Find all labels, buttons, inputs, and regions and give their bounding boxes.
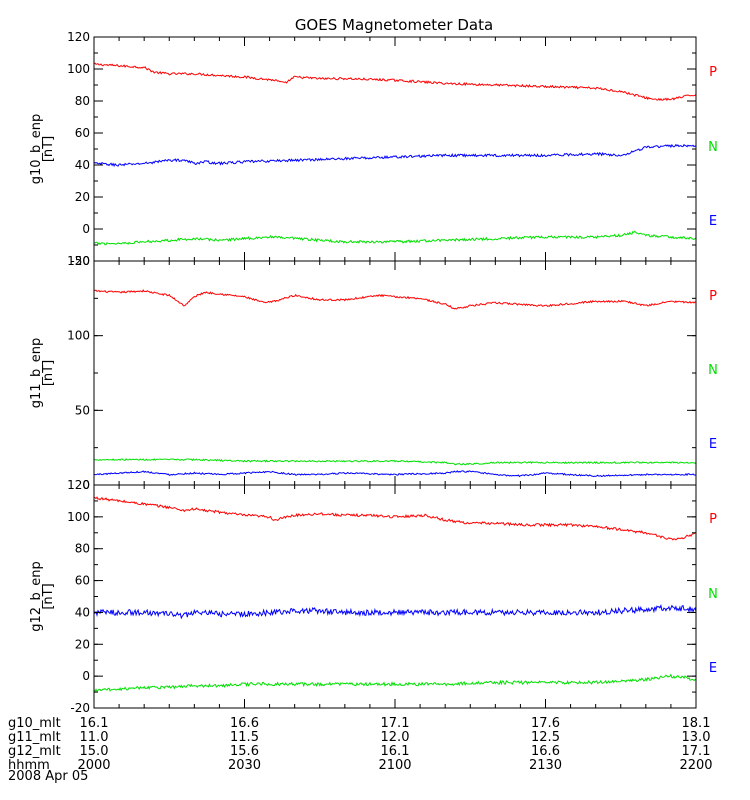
y-tick-label: 40 (75, 158, 90, 172)
legend-P: P (709, 65, 717, 80)
series-line-1 (94, 496, 696, 541)
x-tick-label: 12.0 (381, 730, 410, 745)
date-label: 2008 Apr 05 (8, 769, 88, 784)
x-tick-label: 15.6 (230, 744, 259, 759)
legend-P: P (709, 512, 717, 527)
x-row-label: g10_mlt (8, 716, 61, 731)
y-tick-label: 150 (67, 254, 90, 268)
chart-title: GOES Magnetometer Data (295, 16, 493, 34)
x-tick-label: 16.6 (531, 744, 560, 759)
x-tick-label: 2200 (679, 758, 712, 773)
panel-frame (93, 36, 697, 262)
x-tick-label: 12.5 (531, 730, 560, 745)
y-tick-label: 40 (75, 605, 90, 619)
x-tick-label: 16.1 (381, 744, 410, 759)
x-row-label: hhmm (8, 758, 50, 773)
y-tick-label: 100 (67, 510, 90, 524)
x-tick-label: 16.1 (80, 716, 109, 731)
y-axis-unit: [nT] (41, 583, 56, 609)
legend-E: E (709, 661, 717, 676)
x-tick-label: 17.1 (682, 744, 711, 759)
x-tick-label: 11.5 (230, 730, 259, 745)
y-tick-label: 60 (75, 574, 90, 588)
x-tick-label: 2130 (529, 758, 562, 773)
x-row-label: g12_mlt (8, 744, 61, 759)
y-tick-label: 50 (75, 403, 90, 417)
y-tick-label: -20 (70, 701, 90, 715)
y-tick-label: 120 (67, 478, 90, 492)
y-axis-label: g10_b_enp (29, 114, 44, 185)
series-line-1 (94, 62, 696, 102)
series-line-2 (94, 143, 696, 168)
y-tick-label: 20 (75, 190, 90, 204)
y-tick-label: 120 (67, 30, 90, 44)
y-tick-label: -20 (70, 254, 90, 268)
panel-1: -20 0 20 40 60 80 100 120 g10_b_enp[nT] P N E (29, 30, 718, 268)
series-line-1 (94, 289, 696, 310)
y-tick-label: 0 (82, 478, 90, 492)
x-row-label: g11_mlt (8, 730, 61, 745)
x-tick-label: 17.1 (381, 716, 410, 731)
series-line-3 (94, 673, 696, 693)
x-tick-label: 17.6 (531, 716, 560, 731)
legend-N: N (708, 363, 718, 378)
x-tick-label: 16.6 (230, 716, 259, 731)
y-tick-label: 80 (75, 542, 90, 556)
y-tick-label: 100 (67, 329, 90, 343)
series-line-3 (94, 230, 696, 246)
y-axis-unit: [nT] (41, 136, 56, 162)
series-line-2 (94, 458, 696, 466)
x-tick-label: 11.0 (80, 730, 109, 745)
y-tick-label: 100 (67, 62, 90, 76)
x-tick-label: 2000 (77, 758, 110, 773)
y-tick-label: 0 (82, 669, 90, 683)
legend-N: N (708, 140, 718, 155)
x-tick-label: 15.0 (80, 744, 109, 759)
x-tick-label: 2100 (378, 758, 411, 773)
panel-3: -20 0 20 40 60 80 100 120 g12_b_enp[nT] P N E (29, 478, 718, 715)
x-tick-label: 18.1 (682, 716, 711, 731)
y-tick-label: 60 (75, 126, 90, 140)
panel-frame (93, 484, 697, 709)
y-tick-label: 0 (82, 222, 90, 236)
y-tick-label: 20 (75, 637, 90, 651)
legend-N: N (708, 587, 718, 602)
legend-E: E (709, 214, 717, 229)
y-tick-label: 80 (75, 94, 90, 108)
y-axis-label: g12_b_enp (29, 561, 44, 632)
y-axis-unit: [nT] (41, 360, 56, 386)
legend-E: E (709, 437, 717, 452)
x-tick-label: 13.0 (682, 730, 711, 745)
panel-2: 0 50 100 150 g11_b_enp[nT] P N E (29, 254, 718, 492)
y-axis-label: g11_b_enp (29, 338, 44, 409)
x-tick-label: 2030 (228, 758, 261, 773)
legend-P: P (709, 289, 717, 304)
series-line-3 (94, 470, 696, 478)
series-line-2 (94, 603, 696, 620)
panel-frame (93, 260, 697, 486)
